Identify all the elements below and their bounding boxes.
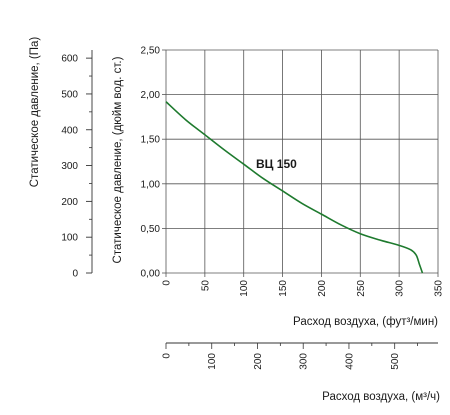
- series-line-0: [165, 101, 424, 274]
- x-tick-label: 300: [395, 280, 406, 297]
- x-tick-label: 0: [162, 280, 173, 286]
- x2-tick-label: 200: [253, 353, 264, 370]
- x2-tick-label: 0: [162, 353, 173, 359]
- y2-axis-title: Статическое давление, (Па): [29, 37, 41, 188]
- cubic-meter-axis: 0 100 200 300 400 500: [162, 342, 438, 370]
- pascal-axis: 0 100 200 300 400 500 600: [61, 50, 93, 280]
- y-tick-label: 2,00: [141, 90, 161, 101]
- main-axes-ticks: 0 50 100 150 200 250 300 350 0,00 0,50 1,00 1,50 2,0…: [141, 46, 445, 297]
- y2-tick-label: 600: [61, 54, 78, 65]
- y2-tick-label: 500: [61, 89, 78, 100]
- y-tick-label: 0,00: [141, 269, 161, 280]
- x-tick-label: 50: [200, 280, 211, 292]
- x-tick-label: 200: [317, 280, 328, 297]
- plot-grid: [165, 49, 439, 274]
- y-tick-label: 0,50: [141, 224, 161, 235]
- y2-tick-label: 0: [72, 269, 78, 280]
- x-tick-label: 250: [356, 280, 367, 297]
- series-label: ВЦ 150: [256, 157, 297, 171]
- x2-axis-title: Расход воздуха, (м³/ч): [322, 391, 440, 403]
- y2-tick-label: 100: [61, 233, 78, 244]
- x2-tick-label: 100: [207, 353, 218, 370]
- y-tick-label: 2,50: [141, 46, 161, 57]
- x-tick-label: 150: [278, 280, 289, 297]
- y-tick-label: 1,50: [141, 135, 161, 146]
- y2-tick-label: 300: [61, 161, 78, 172]
- y-tick-label: 1,00: [141, 179, 161, 190]
- y-axis-title: Статическое давление, (дюйм вод. ст.): [112, 56, 124, 263]
- x-tick-label: 100: [239, 280, 250, 297]
- y2-tick-label: 400: [61, 125, 78, 136]
- x-tick-label: 350: [434, 280, 445, 297]
- x-axis-title: Расход воздуха, (фут³/мин): [293, 316, 438, 328]
- y2-tick-label: 200: [61, 197, 78, 208]
- x2-tick-label: 300: [299, 353, 310, 370]
- series-lines: [165, 101, 424, 274]
- x2-tick-label: 500: [390, 353, 401, 370]
- x2-tick-label: 400: [344, 353, 355, 370]
